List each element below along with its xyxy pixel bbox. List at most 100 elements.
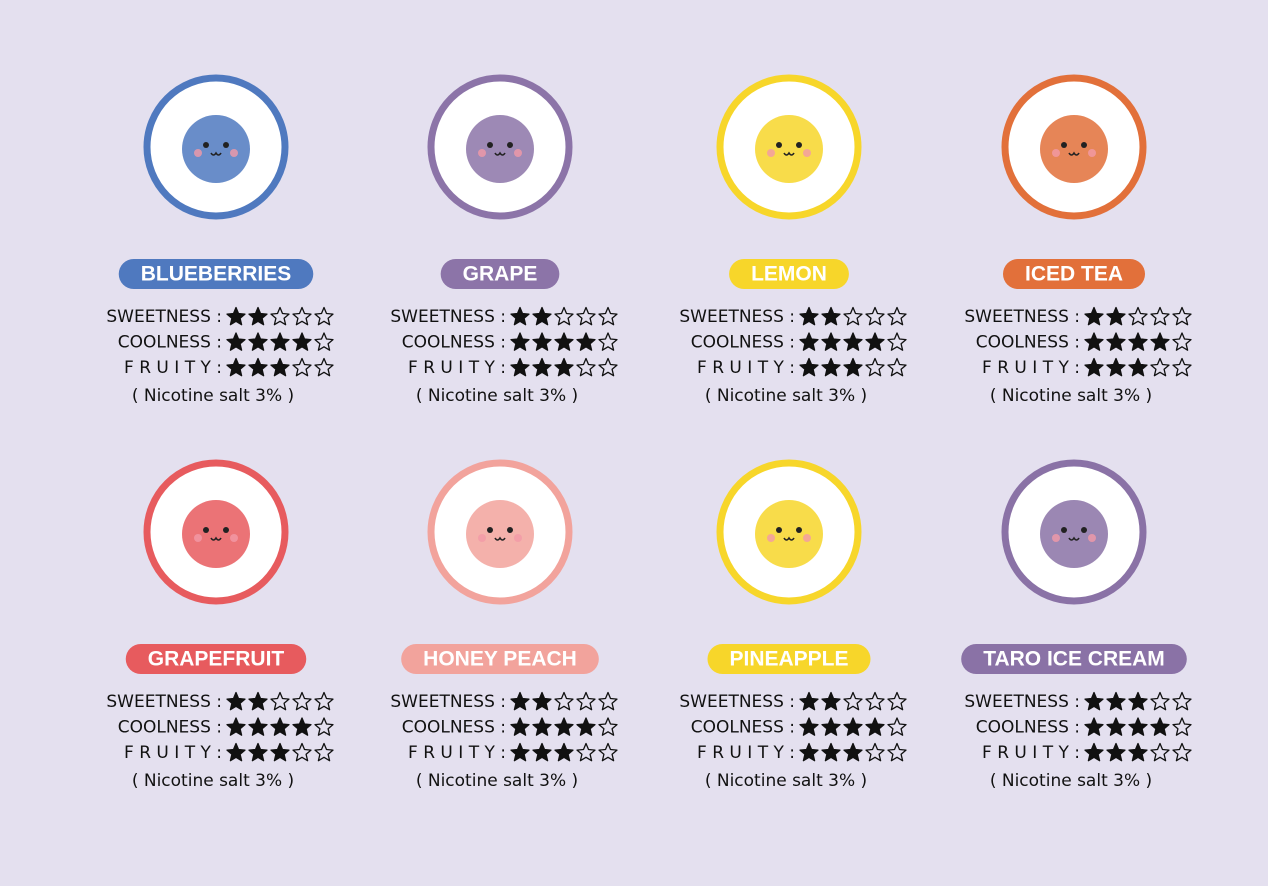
star-filled (226, 691, 246, 711)
star-empty (1150, 742, 1170, 762)
flavor-name: LEMON (751, 263, 827, 286)
star-filled (532, 332, 552, 351)
rating-label: SWEETNESS : (679, 692, 795, 712)
star-filled (532, 357, 552, 377)
star-filled (510, 717, 530, 736)
star-filled (843, 357, 863, 377)
rating-label: F R U I T Y : (982, 743, 1080, 763)
star-filled (1128, 717, 1148, 736)
rating-label: SWEETNESS : (390, 692, 506, 712)
star-filled (1128, 332, 1148, 351)
nicotine-note: ( Nicotine salt 3% ) (705, 386, 867, 406)
star-empty (887, 717, 907, 736)
flavor-name: BLUEBERRIES (141, 263, 292, 286)
star-empty (598, 691, 618, 711)
rating-label: F R U I T Y : (408, 358, 506, 378)
star-filled (799, 717, 819, 736)
star-empty (1172, 691, 1192, 711)
icon-eye (487, 527, 493, 533)
star-filled (270, 332, 290, 351)
star-filled (799, 332, 819, 351)
rating-stars (1084, 357, 1192, 377)
rating-stars (1084, 742, 1192, 762)
star-empty (576, 742, 596, 762)
rating-stars (510, 742, 618, 762)
flavor-card: TARO ICE CREAM SWEETNESS : COOLNESS : F R U… (961, 459, 1192, 791)
icon-cheek (1088, 149, 1096, 157)
star-empty (314, 717, 334, 736)
icon-fruit (755, 115, 823, 183)
star-empty (292, 742, 312, 762)
rating-stars (799, 691, 907, 711)
star-filled (1084, 306, 1104, 326)
icon-cheek (230, 534, 238, 542)
flavor-card: GRAPEFRUIT SWEETNESS : COOLNESS : F R U I T… (106, 459, 334, 791)
rating-label: COOLNESS : (976, 333, 1080, 353)
star-empty (1172, 306, 1192, 326)
rating-label: F R U I T Y : (982, 358, 1080, 378)
star-filled (226, 717, 246, 736)
rating-stars (510, 357, 618, 377)
star-filled (799, 691, 819, 711)
rating-label: F R U I T Y : (697, 743, 795, 763)
star-filled (554, 357, 574, 377)
rating-stars (510, 332, 618, 351)
star-empty (576, 306, 596, 326)
icon-mouth (494, 151, 506, 156)
star-empty (270, 306, 290, 326)
star-empty (598, 742, 618, 762)
star-filled (1106, 717, 1126, 736)
flavor-card: ICED TEA SWEETNESS : COOLNESS : F R U I T Y… (964, 74, 1192, 406)
star-empty (1150, 691, 1170, 711)
star-empty (292, 357, 312, 377)
rating-label: SWEETNESS : (106, 692, 222, 712)
star-filled (510, 742, 530, 762)
star-empty (1172, 742, 1192, 762)
star-filled (510, 306, 530, 326)
icon-eye (223, 527, 229, 533)
rating-stars (226, 742, 334, 762)
star-filled (821, 742, 841, 762)
star-empty (887, 691, 907, 711)
rating-stars (1084, 332, 1192, 351)
star-filled (1128, 357, 1148, 377)
star-filled (248, 332, 268, 351)
name-pill (440, 259, 560, 289)
star-filled (226, 332, 246, 351)
icon-mouth (1068, 536, 1080, 541)
star-filled (1150, 717, 1170, 736)
icon-cheek (767, 534, 775, 542)
star-empty (865, 691, 885, 711)
icon-cheek (1052, 149, 1060, 157)
star-filled (1150, 332, 1170, 351)
flavor-name: GRAPE (463, 263, 538, 286)
star-empty (314, 357, 334, 377)
star-empty (576, 691, 596, 711)
nicotine-note: ( Nicotine salt 3% ) (705, 771, 867, 791)
star-empty (598, 357, 618, 377)
rating-label: SWEETNESS : (106, 307, 222, 327)
flavor-name: GRAPEFRUIT (148, 648, 285, 671)
star-filled (226, 306, 246, 326)
rating-stars (799, 717, 907, 736)
name-pill (729, 259, 849, 289)
rating-label: SWEETNESS : (964, 692, 1080, 712)
rating-label: COOLNESS : (976, 718, 1080, 738)
icon-eye (1081, 527, 1087, 533)
star-filled (248, 717, 268, 736)
star-empty (865, 306, 885, 326)
icon-fruit (466, 500, 534, 568)
star-empty (598, 332, 618, 351)
rating-label: F R U I T Y : (124, 743, 222, 763)
flavor-card: LEMON SWEETNESS : COOLNESS : F R U I T Y : (… (679, 74, 907, 406)
rating-label: COOLNESS : (691, 718, 795, 738)
rating-label: COOLNESS : (402, 333, 506, 353)
icon-eye (487, 142, 493, 148)
icon-cheek (194, 149, 202, 157)
icon-fruit (466, 115, 534, 183)
flavor-name: ICED TEA (1025, 263, 1123, 286)
star-filled (1106, 306, 1126, 326)
icon-cheek (1052, 534, 1060, 542)
star-empty (554, 691, 574, 711)
star-empty (314, 306, 334, 326)
